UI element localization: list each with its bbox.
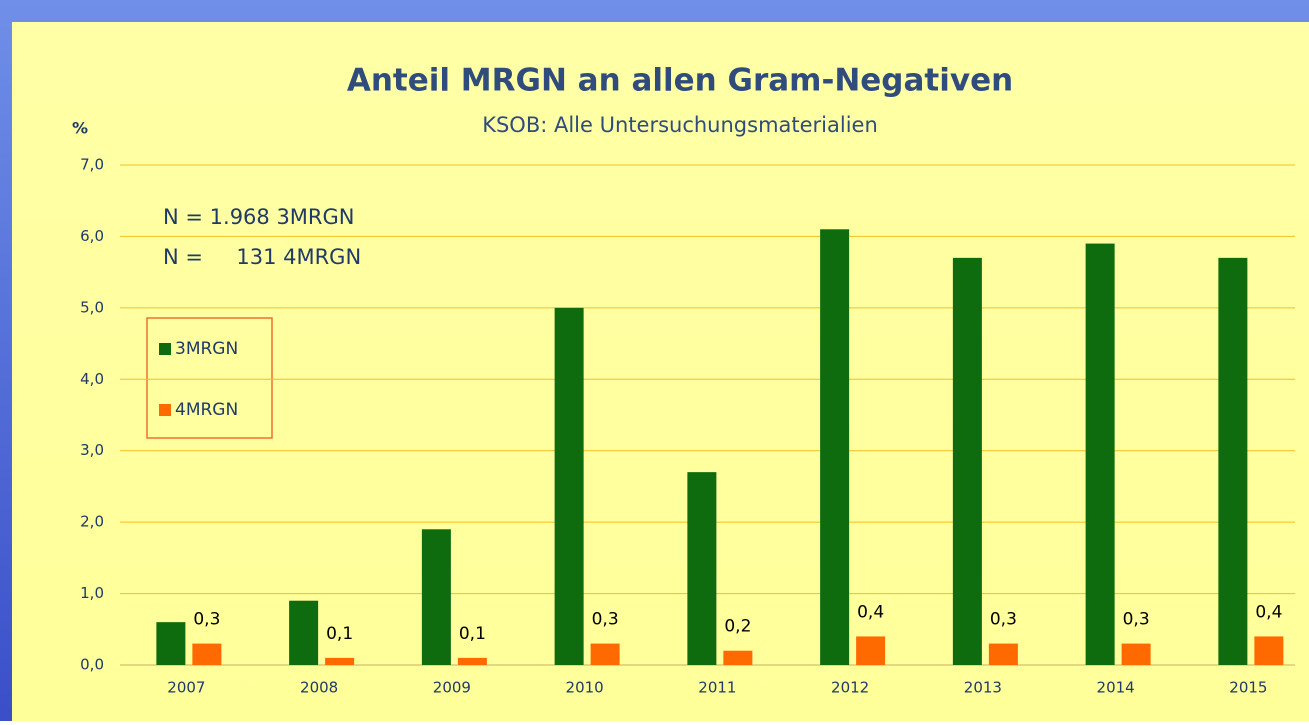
bar bbox=[723, 650, 753, 665]
value-label: 0,2 bbox=[724, 617, 751, 637]
legend-swatch bbox=[159, 343, 171, 355]
value-label: 0,3 bbox=[193, 610, 220, 630]
chart-title: Anteil MRGN an allen Gram-Negativen bbox=[347, 63, 1013, 99]
y-tick-label: 7,0 bbox=[80, 156, 104, 174]
bar bbox=[1085, 243, 1115, 666]
y-axis-label: % bbox=[72, 119, 88, 138]
annotation: N = 131 4MRGN bbox=[163, 245, 361, 269]
bar bbox=[1254, 636, 1284, 665]
annotation: N = 1.968 3MRGN bbox=[163, 205, 355, 229]
legend-label: 3MRGN bbox=[175, 339, 238, 359]
x-tick-label: 2013 bbox=[964, 679, 1002, 697]
x-tick-label: 2014 bbox=[1097, 679, 1135, 697]
x-tick-label: 2010 bbox=[566, 679, 604, 697]
value-label: 0,4 bbox=[857, 602, 884, 622]
value-label: 0,1 bbox=[326, 624, 353, 644]
bar bbox=[856, 636, 886, 665]
legend-swatch bbox=[159, 404, 171, 416]
bar bbox=[1121, 643, 1151, 665]
legend-box bbox=[146, 317, 273, 439]
value-label: 0,4 bbox=[1255, 602, 1282, 622]
legend-label: 4MRGN bbox=[175, 400, 238, 420]
y-tick-label: 1,0 bbox=[80, 584, 104, 602]
y-tick-label: 0,0 bbox=[80, 656, 104, 674]
x-tick-label: 2015 bbox=[1229, 679, 1267, 697]
y-tick-label: 5,0 bbox=[80, 298, 104, 316]
chart-subtitle: KSOB: Alle Untersuchungsmaterialien bbox=[482, 113, 878, 137]
bar bbox=[687, 472, 717, 665]
value-label: 0,3 bbox=[592, 610, 619, 630]
x-tick-label: 2008 bbox=[300, 679, 338, 697]
x-tick-label: 2009 bbox=[433, 679, 471, 697]
value-label: 0,3 bbox=[1123, 610, 1150, 630]
bar bbox=[952, 257, 982, 665]
y-tick-label: 3,0 bbox=[80, 441, 104, 459]
x-tick-label: 2007 bbox=[167, 679, 205, 697]
bar bbox=[554, 307, 584, 665]
y-tick-label: 6,0 bbox=[80, 227, 104, 245]
value-label: 0,3 bbox=[990, 610, 1017, 630]
bar bbox=[421, 529, 451, 665]
value-label: 0,1 bbox=[459, 624, 486, 644]
bar bbox=[289, 600, 319, 665]
bar bbox=[325, 657, 355, 665]
bar bbox=[820, 229, 850, 666]
x-tick-label: 2012 bbox=[831, 679, 869, 697]
bar bbox=[192, 643, 222, 665]
bar bbox=[590, 643, 620, 665]
bar bbox=[457, 657, 487, 665]
y-tick-label: 2,0 bbox=[80, 513, 104, 531]
bar bbox=[156, 622, 186, 665]
bar bbox=[988, 643, 1018, 665]
x-tick-label: 2011 bbox=[698, 679, 736, 697]
y-tick-label: 4,0 bbox=[80, 370, 104, 388]
bar bbox=[1218, 257, 1248, 665]
